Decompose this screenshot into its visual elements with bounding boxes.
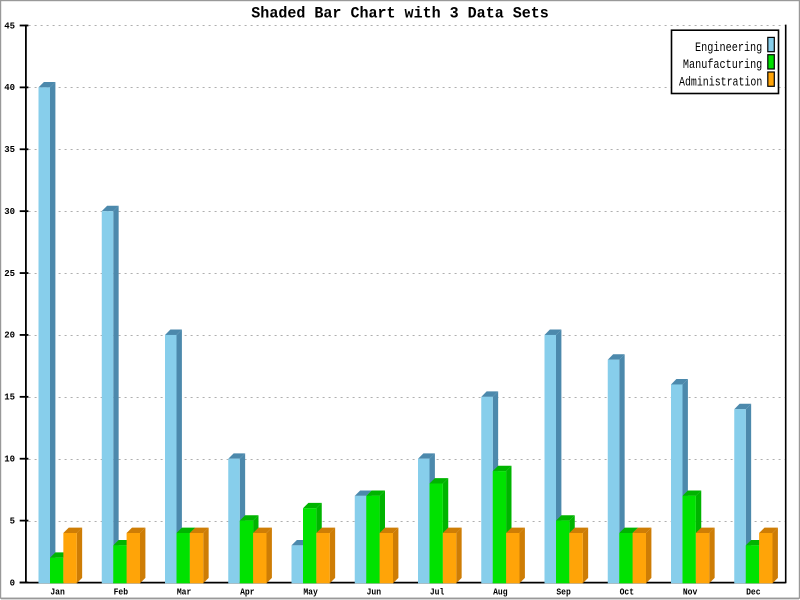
svg-text:Apr: Apr [240,588,255,598]
svg-text:10: 10 [4,455,15,465]
svg-text:Engineering: Engineering [695,40,762,55]
svg-text:0: 0 [10,578,15,588]
svg-text:35: 35 [4,145,15,155]
svg-text:5: 5 [10,516,15,526]
svg-text:Mar: Mar [177,588,192,598]
svg-text:Shaded Bar Chart with 3 Data S: Shaded Bar Chart with 3 Data Sets [251,5,549,23]
svg-text:Sep: Sep [556,588,571,598]
svg-text:45: 45 [4,21,15,31]
svg-text:Aug: Aug [493,588,508,598]
svg-text:Jun: Jun [367,588,382,598]
svg-text:Administration: Administration [679,74,762,89]
svg-text:Jan: Jan [50,588,65,598]
svg-text:May: May [303,588,318,598]
svg-text:40: 40 [4,83,15,93]
svg-text:Oct: Oct [620,588,635,598]
svg-text:Feb: Feb [114,588,129,598]
svg-text:Dec: Dec [746,588,761,598]
svg-text:20: 20 [4,331,15,341]
svg-text:Nov: Nov [683,588,698,598]
svg-text:25: 25 [4,269,15,279]
svg-text:Manufacturing: Manufacturing [683,57,762,72]
svg-text:30: 30 [4,207,15,217]
svg-text:Jul: Jul [430,588,445,598]
svg-text:15: 15 [4,393,15,403]
